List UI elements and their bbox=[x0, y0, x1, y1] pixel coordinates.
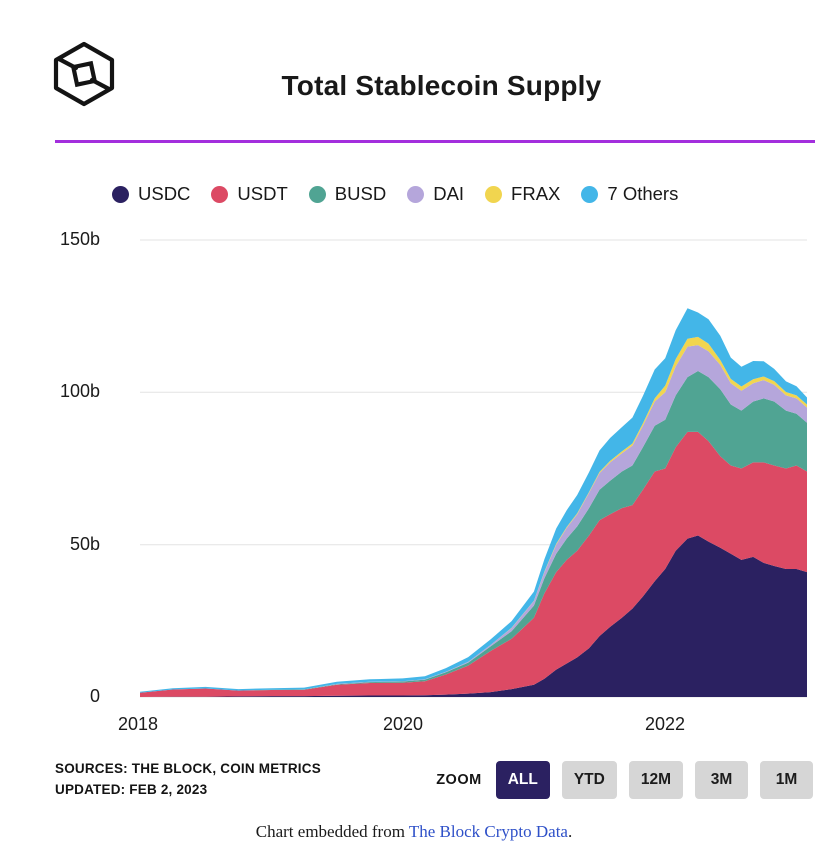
the-block-logo-icon bbox=[53, 41, 115, 107]
legend-item-busd[interactable]: BUSD bbox=[308, 183, 387, 205]
embed-attribution: Chart embedded from The Block Crypto Dat… bbox=[0, 822, 828, 842]
legend-swatch bbox=[112, 185, 129, 203]
y-tick-label: 100b bbox=[59, 381, 100, 401]
stacked-area-chart[interactable] bbox=[0, 0, 828, 760]
updated-line: UPDATED: FEB 2, 2023 bbox=[55, 782, 208, 797]
footer-link[interactable]: The Block Crypto Data bbox=[408, 822, 568, 841]
legend-swatch bbox=[407, 185, 425, 203]
legend-swatch bbox=[211, 185, 229, 203]
legend-label: DAI bbox=[433, 183, 465, 204]
legend-item-7-others[interactable]: 7 Others bbox=[581, 183, 678, 205]
y-tick-label: 50b bbox=[69, 534, 100, 554]
legend-item-usdc[interactable]: USDC bbox=[112, 183, 190, 205]
legend-label: BUSD bbox=[334, 183, 387, 204]
page-title: Total Stablecoin Supply bbox=[281, 70, 602, 101]
legend-item-frax[interactable]: FRAX bbox=[485, 183, 560, 205]
legend-swatch bbox=[485, 185, 503, 203]
attribution-prefix: Chart embedded from bbox=[255, 822, 409, 841]
zoom-button-1m[interactable]: 1M bbox=[760, 761, 813, 799]
zoom-button-12m[interactable]: 12M bbox=[628, 761, 683, 799]
bottom-bar: SOURCES: THE BLOCK, COIN METRICS UPDATED… bbox=[55, 756, 813, 804]
legend-label: USDC bbox=[138, 183, 191, 204]
sources-line: SOURCES: THE BLOCK, COIN METRICS bbox=[55, 761, 321, 777]
legend-swatch bbox=[308, 185, 326, 203]
x-tick-label: 2022 bbox=[644, 714, 686, 734]
x-tick-label: 2020 bbox=[382, 714, 424, 734]
y-tick-label: 150b bbox=[59, 229, 100, 249]
zoom-button-all[interactable]: ALL bbox=[495, 761, 550, 799]
legend-label: 7 Others bbox=[607, 183, 679, 204]
chart-legend: USDC USDT BUSD DAI FRAX 7 Others bbox=[112, 183, 678, 205]
zoom-label: ZOOM bbox=[436, 772, 482, 788]
legend-label: FRAX bbox=[511, 183, 561, 204]
zoom-controls: ZOOM ALL YTD 12M 3M 1M bbox=[436, 761, 813, 799]
x-tick-label: 2018 bbox=[117, 714, 159, 734]
y-tick-label: 0 bbox=[89, 686, 100, 706]
zoom-button-ytd[interactable]: YTD bbox=[561, 761, 617, 799]
header-divider bbox=[55, 140, 815, 143]
attribution-suffix: . bbox=[567, 822, 573, 841]
legend-label: USDT bbox=[237, 183, 288, 204]
sources-block: SOURCES: THE BLOCK, COIN METRICS UPDATED… bbox=[55, 759, 321, 801]
legend-swatch bbox=[581, 185, 599, 203]
legend-item-usdt[interactable]: USDT bbox=[211, 183, 288, 205]
zoom-button-3m[interactable]: 3M bbox=[695, 761, 748, 799]
legend-item-dai[interactable]: DAI bbox=[407, 183, 464, 205]
